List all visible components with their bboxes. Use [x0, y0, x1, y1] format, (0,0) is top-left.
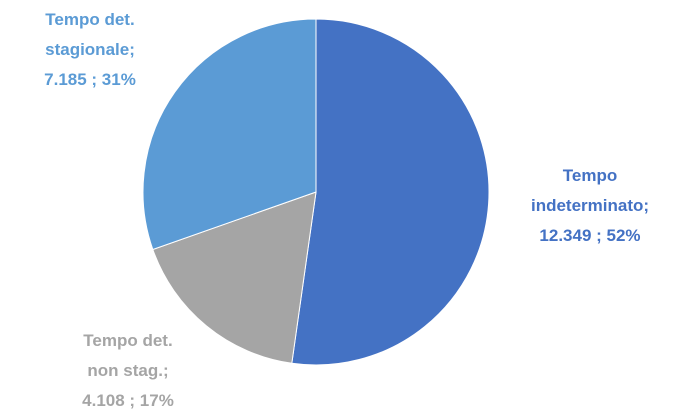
data-label: Tempo det. stagionale; 7.185 ; 31% — [30, 5, 150, 95]
value-label: 7.185 ; 31% — [44, 70, 136, 89]
pie-slice — [291, 18, 490, 366]
category-label: Tempo det. non stag.; — [83, 331, 173, 380]
pie-slice — [152, 191, 317, 364]
value-label: 4.108 ; 17% — [82, 391, 174, 410]
data-label: Tempo det. non stag.; 4.108 ; 17% — [71, 326, 186, 416]
value-label: 12.349 ; 52% — [539, 226, 641, 245]
pie-slice — [142, 18, 317, 251]
category-label: Tempo indeterminato; — [530, 166, 650, 215]
data-label: Tempo indeterminato; 12.349 ; 52% — [515, 161, 665, 251]
category-label: Tempo det. stagionale; — [45, 10, 135, 59]
